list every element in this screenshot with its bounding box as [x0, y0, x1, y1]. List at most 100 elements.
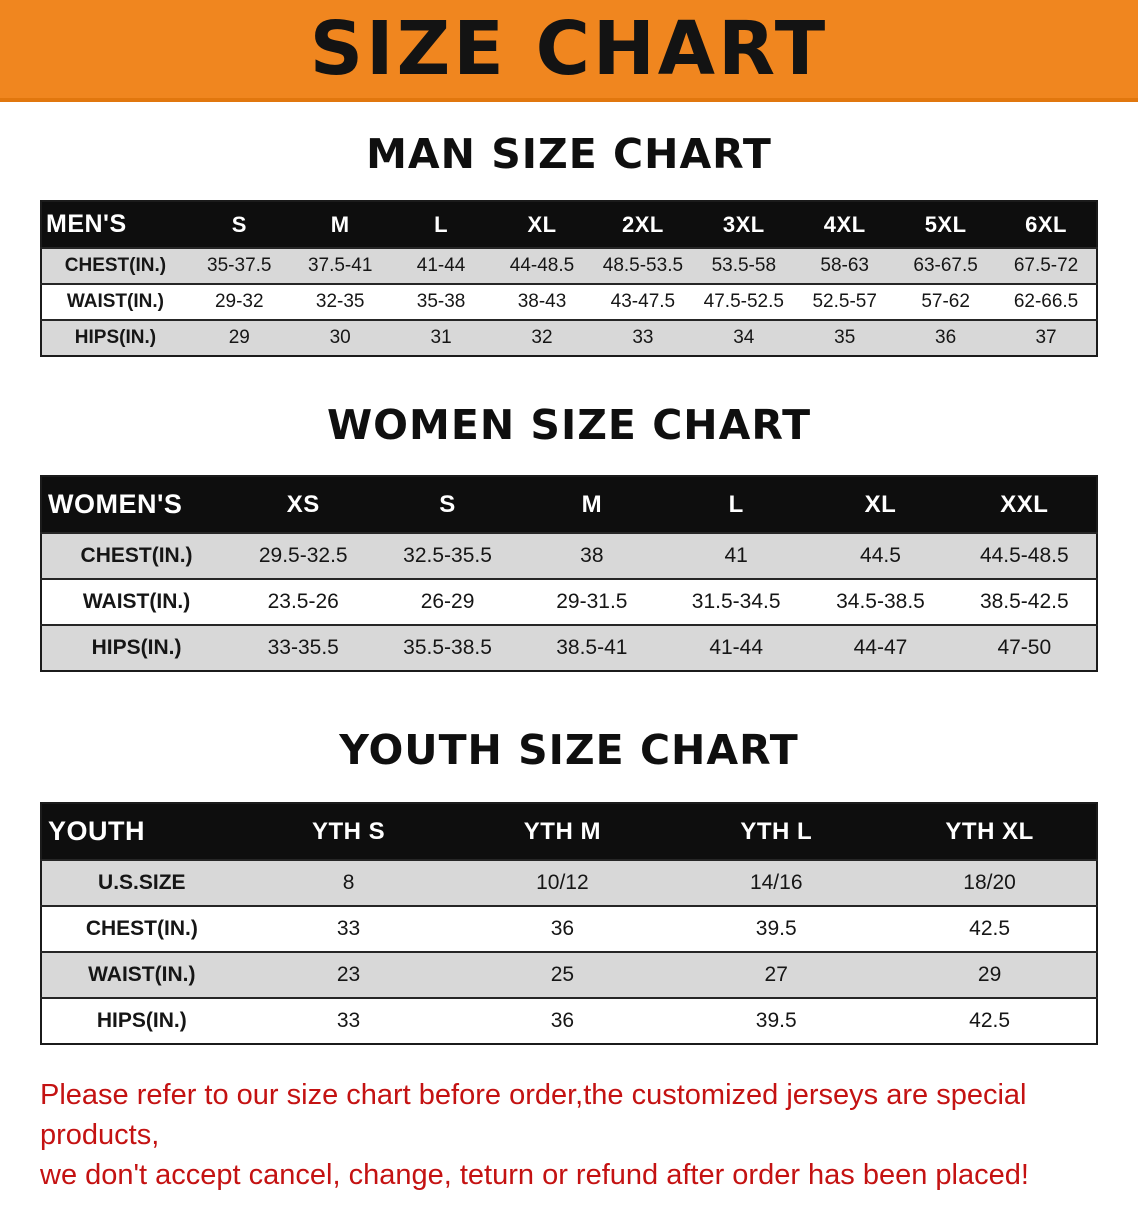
- youth-size-table: YOUTH YTH S YTH M YTH L YTH XL U.S.SIZE 8 10/12…: [40, 802, 1098, 1045]
- measurement-value-cell: 14/16: [749, 871, 803, 894]
- measurement-value-cell: 36: [935, 327, 957, 348]
- size-header-cell: XXL: [952, 476, 1097, 533]
- size-table-header-row: MEN'S S M L XL 2XL 3XL 4XL 5XL 6XL: [41, 201, 1097, 248]
- measurement-value-cell: 58-63: [820, 255, 870, 276]
- measurement-label-cell: HIPS(IN.): [91, 636, 182, 659]
- measurement-value-cell: 29-31.5: [556, 590, 628, 613]
- measurement-value-cell: 29.5-32.5: [258, 544, 348, 567]
- order-policy-notice: Please refer to our size chart before or…: [40, 1075, 1100, 1195]
- measurement-row: HIPS(IN.) 33-35.5 35.5-38.5 38.5-41 41-44 44-…: [41, 625, 1097, 671]
- men-section-heading: MAN SIZE CHART: [366, 130, 772, 178]
- youth-section-heading: YOUTH SIZE CHART: [339, 726, 799, 774]
- table-title-cell: YOUTH: [41, 803, 242, 860]
- measurement-value-cell: 41-44: [709, 636, 764, 659]
- size-header-cell: XL: [491, 201, 593, 248]
- measurement-value-cell: 34: [733, 327, 755, 348]
- measurement-value-cell: 44.5: [860, 544, 901, 567]
- size-table-header-row: WOMEN'S XS S M L XL XXL: [41, 476, 1097, 533]
- measurement-value-cell: 30: [329, 327, 351, 348]
- size-header-cell: 4XL: [794, 201, 896, 248]
- measurement-label-cell: WAIST(IN.): [66, 291, 164, 312]
- measurement-value-cell: 41-44: [416, 255, 466, 276]
- measurement-row: CHEST(IN.) 33 36 39.5 42.5: [41, 906, 1097, 952]
- measurement-value-cell: 35-38: [416, 291, 466, 312]
- page-title: SIZE CHART: [309, 6, 829, 92]
- measurement-label-cell: HIPS(IN.): [96, 1009, 187, 1032]
- measurement-label-cell: WAIST(IN.): [82, 590, 191, 613]
- measurement-row: HIPS(IN.) 29 30 31 32 33 34 35 36 37: [41, 320, 1097, 356]
- measurement-label-cell: CHEST(IN.): [64, 255, 167, 276]
- measurement-value-cell: 36: [550, 917, 575, 940]
- measurement-value-cell: 35: [834, 327, 856, 348]
- measurement-value-cell: 37: [1035, 327, 1057, 348]
- measurement-value-cell: 67.5-72: [1013, 255, 1079, 276]
- measurement-label-cell: WAIST(IN.): [88, 963, 196, 986]
- measurement-value-cell: 41: [724, 544, 748, 567]
- measurement-value-cell: 29: [977, 963, 1002, 986]
- size-header-cell: 6XL: [996, 201, 1097, 248]
- measurement-value-cell: 29: [228, 327, 250, 348]
- size-header-cell: YTH XL: [883, 803, 1097, 860]
- size-header-cell: S: [375, 476, 520, 533]
- measurement-value-cell: 18/20: [963, 871, 1016, 894]
- measurement-value-cell: 35.5-38.5: [403, 636, 492, 659]
- men-size-section: MAN SIZE CHART MEN'S S M L XL 2XL 3XL 4XL 5XL 6XL…: [0, 130, 1138, 357]
- size-header-cell: 5XL: [895, 201, 997, 248]
- measurement-value-cell: 38.5-41: [556, 636, 628, 659]
- notice-line-1: Please refer to our size chart before or…: [40, 1079, 1027, 1152]
- measurement-value-cell: 44.5-48.5: [979, 544, 1069, 567]
- size-header-cell: XS: [231, 476, 376, 533]
- size-header-cell: YTH S: [241, 803, 456, 860]
- women-size-table: WOMEN'S XS S M L XL XXL CHEST(IN.) 29.5-32.5 32.5…: [40, 475, 1098, 672]
- measurement-value-cell: 37.5-41: [307, 255, 373, 276]
- measurement-value-cell: 44-47: [853, 636, 908, 659]
- measurement-value-cell: 27: [764, 963, 788, 986]
- measurement-label-cell: CHEST(IN.): [80, 544, 193, 567]
- measurement-row: WAIST(IN.) 23 25 27 29: [41, 952, 1097, 998]
- measurement-row: HIPS(IN.) 33 36 39.5 42.5: [41, 998, 1097, 1044]
- measurement-value-cell: 39.5: [755, 917, 797, 940]
- measurement-value-cell: 38-43: [517, 291, 567, 312]
- youth-size-section: YOUTH SIZE CHART YOUTH YTH S YTH M YTH L YTH…: [0, 726, 1138, 1045]
- men-size-table: MEN'S S M L XL 2XL 3XL 4XL 5XL 6XL CHEST(IN.) 35-37…: [40, 200, 1098, 357]
- measurement-value-cell: 43-47.5: [610, 291, 676, 312]
- size-header-cell: 3XL: [693, 201, 795, 248]
- measurement-value-cell: 38.5-42.5: [979, 590, 1069, 613]
- measurement-value-cell: 23.5-26: [267, 590, 339, 613]
- measurement-value-cell: 53.5-58: [711, 255, 777, 276]
- measurement-value-cell: 42.5: [969, 917, 1011, 940]
- size-header-cell: M: [289, 201, 391, 248]
- measurement-value-cell: 33-35.5: [267, 636, 339, 659]
- table-title-cell: MEN'S: [41, 201, 189, 248]
- measurement-row: CHEST(IN.) 35-37.5 37.5-41 41-44 44-48.5 48.5…: [41, 248, 1097, 284]
- measurement-value-cell: 25: [550, 963, 575, 986]
- measurement-value-cell: 42.5: [969, 1009, 1011, 1032]
- measurement-value-cell: 34.5-38.5: [836, 590, 925, 613]
- measurement-value-cell: 32: [531, 327, 553, 348]
- banner: SIZE CHART: [0, 0, 1138, 102]
- women-size-section: WOMEN SIZE CHART WOMEN'S XS S M L XL XXL CHEST(…: [0, 401, 1138, 672]
- size-header-cell: L: [664, 476, 809, 533]
- measurement-label-cell: CHEST(IN.): [85, 917, 198, 940]
- size-header-cell: S: [188, 201, 290, 248]
- measurement-value-cell: 33: [336, 917, 361, 940]
- measurement-value-cell: 44-48.5: [509, 255, 575, 276]
- measurement-row: U.S.SIZE 8 10/12 14/16 18/20: [41, 860, 1097, 906]
- table-title-cell: WOMEN'S: [41, 476, 232, 533]
- measurement-value-cell: 8: [342, 871, 355, 894]
- measurement-value-cell: 62-66.5: [1013, 291, 1079, 312]
- size-header-cell: 2XL: [592, 201, 694, 248]
- measurement-value-cell: 33: [632, 327, 654, 348]
- measurement-value-cell: 26-29: [420, 590, 475, 613]
- measurement-value-cell: 63-67.5: [913, 255, 978, 276]
- size-header-cell: L: [390, 201, 492, 248]
- notice-line-2: we don't accept cancel, change, teturn o…: [40, 1159, 1029, 1192]
- measurement-label-cell: HIPS(IN.): [74, 327, 157, 348]
- measurement-value-cell: 52.5-57: [812, 291, 877, 312]
- measurement-value-cell: 23: [336, 963, 361, 986]
- size-header-cell: XL: [808, 476, 953, 533]
- measurement-value-cell: 31: [430, 327, 452, 348]
- size-header-cell: YTH M: [455, 803, 670, 860]
- measurement-row: CHEST(IN.) 29.5-32.5 32.5-35.5 38 41 44.5 44.5…: [41, 533, 1097, 579]
